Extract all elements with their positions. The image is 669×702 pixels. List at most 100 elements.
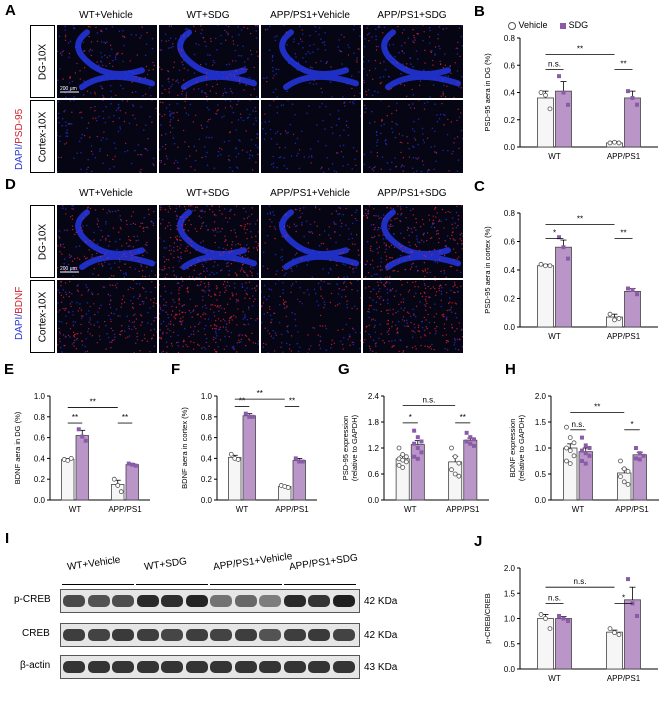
data-point	[400, 457, 406, 463]
data-point	[567, 461, 573, 466]
y-tick-label: 1.5	[535, 418, 547, 427]
data-point	[630, 287, 635, 292]
legend: Vehicle SDG	[508, 20, 588, 30]
data-point	[403, 459, 409, 465]
micrograph-dg	[261, 25, 361, 98]
micrograph-cortex	[363, 100, 463, 173]
y-axis-label: PSD-95 expression	[341, 416, 350, 481]
data-point	[547, 263, 553, 269]
micrograph-dg: 200 μm	[57, 205, 157, 278]
data-point	[625, 482, 631, 487]
y-tick-label: 1.0	[201, 392, 213, 401]
blot-group-label: APP/PS1+SDG	[288, 552, 359, 573]
panel-letter: E	[4, 361, 14, 378]
blot-group-label: WT+Vehicle	[66, 554, 122, 573]
x-tick-label: APP/PS1	[607, 152, 641, 161]
blot-band-size: 42 KDa	[364, 596, 398, 607]
blot-lane	[210, 661, 232, 673]
bar-vehicle	[61, 459, 75, 501]
significance-label: **	[577, 214, 583, 223]
blot-lane	[112, 661, 134, 673]
chart-c: C 0.0 0.2 0.4 0.6 0.8 PSD-95 aera in cortex (%…	[470, 175, 668, 355]
column-header: WT+Vehicle	[79, 188, 133, 199]
data-point	[571, 440, 577, 446]
data-point	[133, 463, 138, 468]
x-tick-label: APP/PS1	[615, 505, 649, 514]
data-point	[468, 435, 473, 440]
y-axis-label: BDNF aera in DG (%)	[13, 411, 22, 484]
blot-band-size: 42 KDa	[364, 630, 398, 641]
stain-marker-text: BDNF	[14, 286, 25, 314]
y-tick-label: 0.4	[34, 454, 46, 463]
data-point	[561, 245, 566, 250]
data-point	[285, 485, 291, 490]
blot-lane	[234, 629, 257, 641]
data-point	[80, 434, 85, 439]
significance-label: **	[620, 59, 626, 68]
micrograph-cortex	[159, 100, 259, 173]
blot-lane	[63, 629, 85, 641]
blot-lane	[185, 661, 208, 673]
significance-label: n.s.	[548, 593, 561, 602]
data-point	[452, 471, 458, 477]
x-tick-label: WT	[69, 505, 82, 514]
stain-marker-text: PSD-95	[14, 108, 25, 144]
data-point	[634, 102, 639, 107]
blot-lane	[87, 595, 110, 607]
data-point	[564, 445, 569, 451]
data-point	[130, 462, 135, 467]
data-point	[567, 435, 573, 440]
panel-letter-d: D	[5, 176, 16, 193]
data-point	[419, 450, 424, 455]
x-tick-label: APP/PS1	[108, 505, 142, 514]
data-point	[583, 443, 588, 448]
y-tick-label: 0.4	[504, 266, 516, 275]
data-point	[607, 311, 613, 317]
row-label-dg: DG-10X	[30, 25, 55, 98]
micrograph-cortex	[57, 280, 157, 353]
x-tick-label: WT	[548, 152, 561, 161]
data-point	[297, 459, 302, 464]
blot-lane	[332, 629, 355, 641]
stain-label-psd95: DAPI/PSD-95	[14, 109, 25, 170]
bar-sdg	[624, 290, 641, 328]
blot-lane	[283, 661, 306, 673]
bar-sdg	[75, 435, 89, 501]
stain-dapi-text: DAPI/	[14, 313, 25, 340]
blot-lane	[185, 629, 208, 641]
x-tick-label: WT	[404, 505, 417, 514]
significance-label: n.s.	[572, 420, 585, 429]
y-axis-label: (relative to GAPDH)	[350, 414, 359, 481]
panel-letter: G	[338, 361, 350, 378]
stain-label-bdnf: DAPI/BDNF	[14, 287, 25, 340]
y-tick-label: 0.0	[535, 496, 547, 505]
data-point	[471, 443, 476, 448]
data-point	[396, 445, 402, 451]
blot-lane	[234, 661, 257, 673]
blot-group-line	[62, 584, 134, 585]
chart-g: G 0.0 0.6 1.2 1.8 2.4 PSD-95 expression (relati…	[334, 358, 499, 528]
data-point	[607, 626, 613, 631]
y-tick-label: 0.4	[201, 454, 213, 463]
chart-h: H 0.0 0.5 1.0 1.5 2.0 BDNF expression (relative…	[501, 358, 669, 528]
y-tick-label: 1.8	[368, 418, 380, 427]
blot-lane	[161, 661, 183, 673]
bar-sdg	[632, 454, 647, 501]
y-tick-label: 0.6	[201, 434, 213, 443]
data-point	[538, 612, 544, 617]
row-label-text: DG-10X	[37, 223, 48, 260]
data-point	[68, 456, 74, 461]
data-point	[561, 616, 566, 621]
panel-letter-a: A	[5, 2, 16, 19]
data-point	[587, 446, 592, 450]
data-point	[579, 459, 584, 463]
y-tick-label: 0.5	[504, 640, 516, 649]
micrograph-dg	[363, 25, 463, 98]
column-header: WT+SDG	[186, 188, 230, 199]
blot-lane	[112, 595, 134, 607]
bar-sdg	[555, 618, 572, 670]
significance-label: *	[553, 229, 556, 238]
bar-vehicle	[537, 265, 554, 328]
data-point	[419, 439, 424, 444]
svg-text:200 μm: 200 μm	[60, 266, 77, 272]
